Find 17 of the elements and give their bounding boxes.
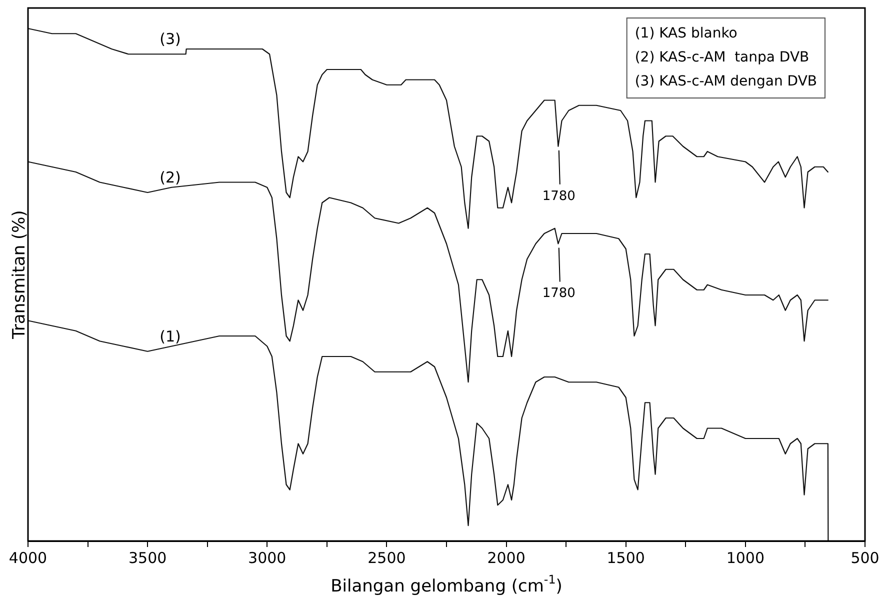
annotation: 1780 <box>542 286 576 302</box>
annotation: (1) KAS blanko <box>634 26 738 42</box>
x-tick-label: 2500 <box>368 548 406 567</box>
x-tick-label: 1500 <box>606 548 645 567</box>
y-axis-title: Transmitan (%) <box>9 210 30 340</box>
series-label: (3) <box>160 30 181 48</box>
annotation: 1780 <box>542 188 576 204</box>
x-tick-label: 4000 <box>8 548 48 567</box>
x-tick-label: 2000 <box>487 548 526 567</box>
x-tick-label: 500 <box>850 548 880 567</box>
annotation: (3) KAS-c-AM dengan DVB <box>634 74 818 90</box>
series-label: (2) <box>160 168 181 186</box>
x-tick-label: 1000 <box>726 548 765 567</box>
x-tick-label: 3500 <box>128 548 167 567</box>
series-label: (1) <box>160 327 181 346</box>
annotation: (2) KAS-c-AM tanpa DVB <box>634 50 810 66</box>
x-tick-label: 3000 <box>248 548 286 567</box>
